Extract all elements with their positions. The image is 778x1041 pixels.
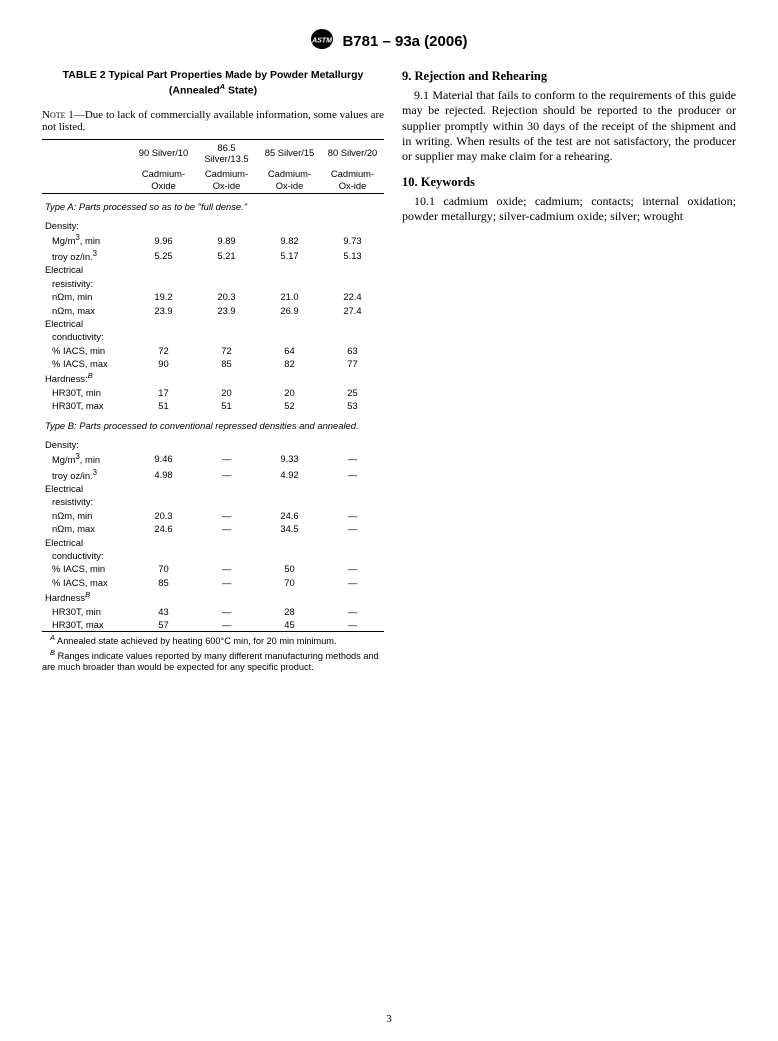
col2-bot: Cadmium- Ox-ide [195,166,258,193]
properties-table: 90 Silver/10 86.5 Silver/13.5 85 Silver/… [42,139,384,632]
svg-text:ASTM: ASTM [312,38,333,45]
typeB-header: Type B: Parts processed to conventional … [42,413,384,438]
table-row: % IACS, max90858277 [42,357,384,370]
table-row: troy oz/in.35.255.215.175.13 [42,248,384,264]
col1-bot: Cadmium-Oxide [132,166,195,193]
left-column: TABLE 2 Typical Part Properties Made by … [42,69,384,674]
note-label: Note [42,109,66,121]
section-10-heading: 10. Keywords [402,175,736,190]
table-row: HR30T, min43—28— [42,604,384,617]
col2-top: 86.5 Silver/13.5 [195,139,258,166]
table-row: % IACS, min70—50— [42,562,384,575]
page-number: 3 [0,1013,778,1025]
table-row: Mg/m3, min9.46—9.33— [42,451,384,467]
table-row: nΩm, min19.220.321.022.4 [42,290,384,303]
col3-top: 85 Silver/15 [258,139,321,166]
grp-conduct2: conductivity: [42,330,132,343]
content-columns: TABLE 2 Typical Part Properties Made by … [42,69,736,674]
table-row: nΩm, min20.3—24.6— [42,509,384,522]
page: ASTM B781 – 93a (2006) TABLE 2 Typical P… [0,0,778,1041]
table-row: nΩm, max23.923.926.927.4 [42,303,384,316]
astm-logo-icon: ASTM [310,28,334,55]
note-num: 1— [66,109,85,121]
table-note: Note 1—Due to lack of commercially avail… [42,109,384,133]
col1-top: 90 Silver/10 [132,139,195,166]
grp-density: Density: [42,219,132,232]
section-9-body: 9.1 Material that fails to conform to th… [402,88,736,165]
page-header: ASTM B781 – 93a (2006) [42,28,736,55]
table-title-line2b: State) [225,85,257,97]
footnote-a: A Annealed state achieved by heating 600… [42,633,384,648]
table-row: troy oz/in.34.98—4.92— [42,466,384,482]
table-title-line2a: (Annealed [169,85,220,97]
grp-resist2: resistivity: [42,277,132,290]
table-title: TABLE 2 Typical Part Properties Made by … [42,69,384,98]
col3-bot: Cadmium- Ox-ide [258,166,321,193]
typeA-header: Type A: Parts processed so as to be "ful… [42,193,384,219]
col4-bot: Cadmium- Ox-ide [321,166,384,193]
table-footnotes: A Annealed state achieved by heating 600… [42,633,384,674]
footnote-b: B Ranges indicate values reported by man… [42,648,384,674]
section-10-body: 10.1 cadmium oxide; cadmium; contacts; i… [402,194,736,225]
table-row: HR30T, max51515253 [42,399,384,412]
table-row: % IACS, max85—70— [42,576,384,589]
grp-conduct: Electrical [42,317,132,330]
table-row: % IACS, min72726463 [42,344,384,357]
section-9-heading: 9. Rejection and Rehearing [402,69,736,84]
table-row: HR30T, max57—45— [42,618,384,632]
right-column: 9. Rejection and Rehearing 9.1 Material … [402,69,736,674]
grp-resist: Electrical [42,263,132,276]
table-row: HR30T, min17202025 [42,386,384,399]
table-row: Mg/m3, min9.969.899.829.73 [42,232,384,248]
table-row: nΩm, max24.6—34.5— [42,522,384,535]
doc-id: B781 – 93a (2006) [342,33,467,50]
col4-top: 80 Silver/20 [321,139,384,166]
note-text: Due to lack of commercially available in… [42,109,384,133]
table-title-line1: TABLE 2 Typical Part Properties Made by … [63,69,364,81]
